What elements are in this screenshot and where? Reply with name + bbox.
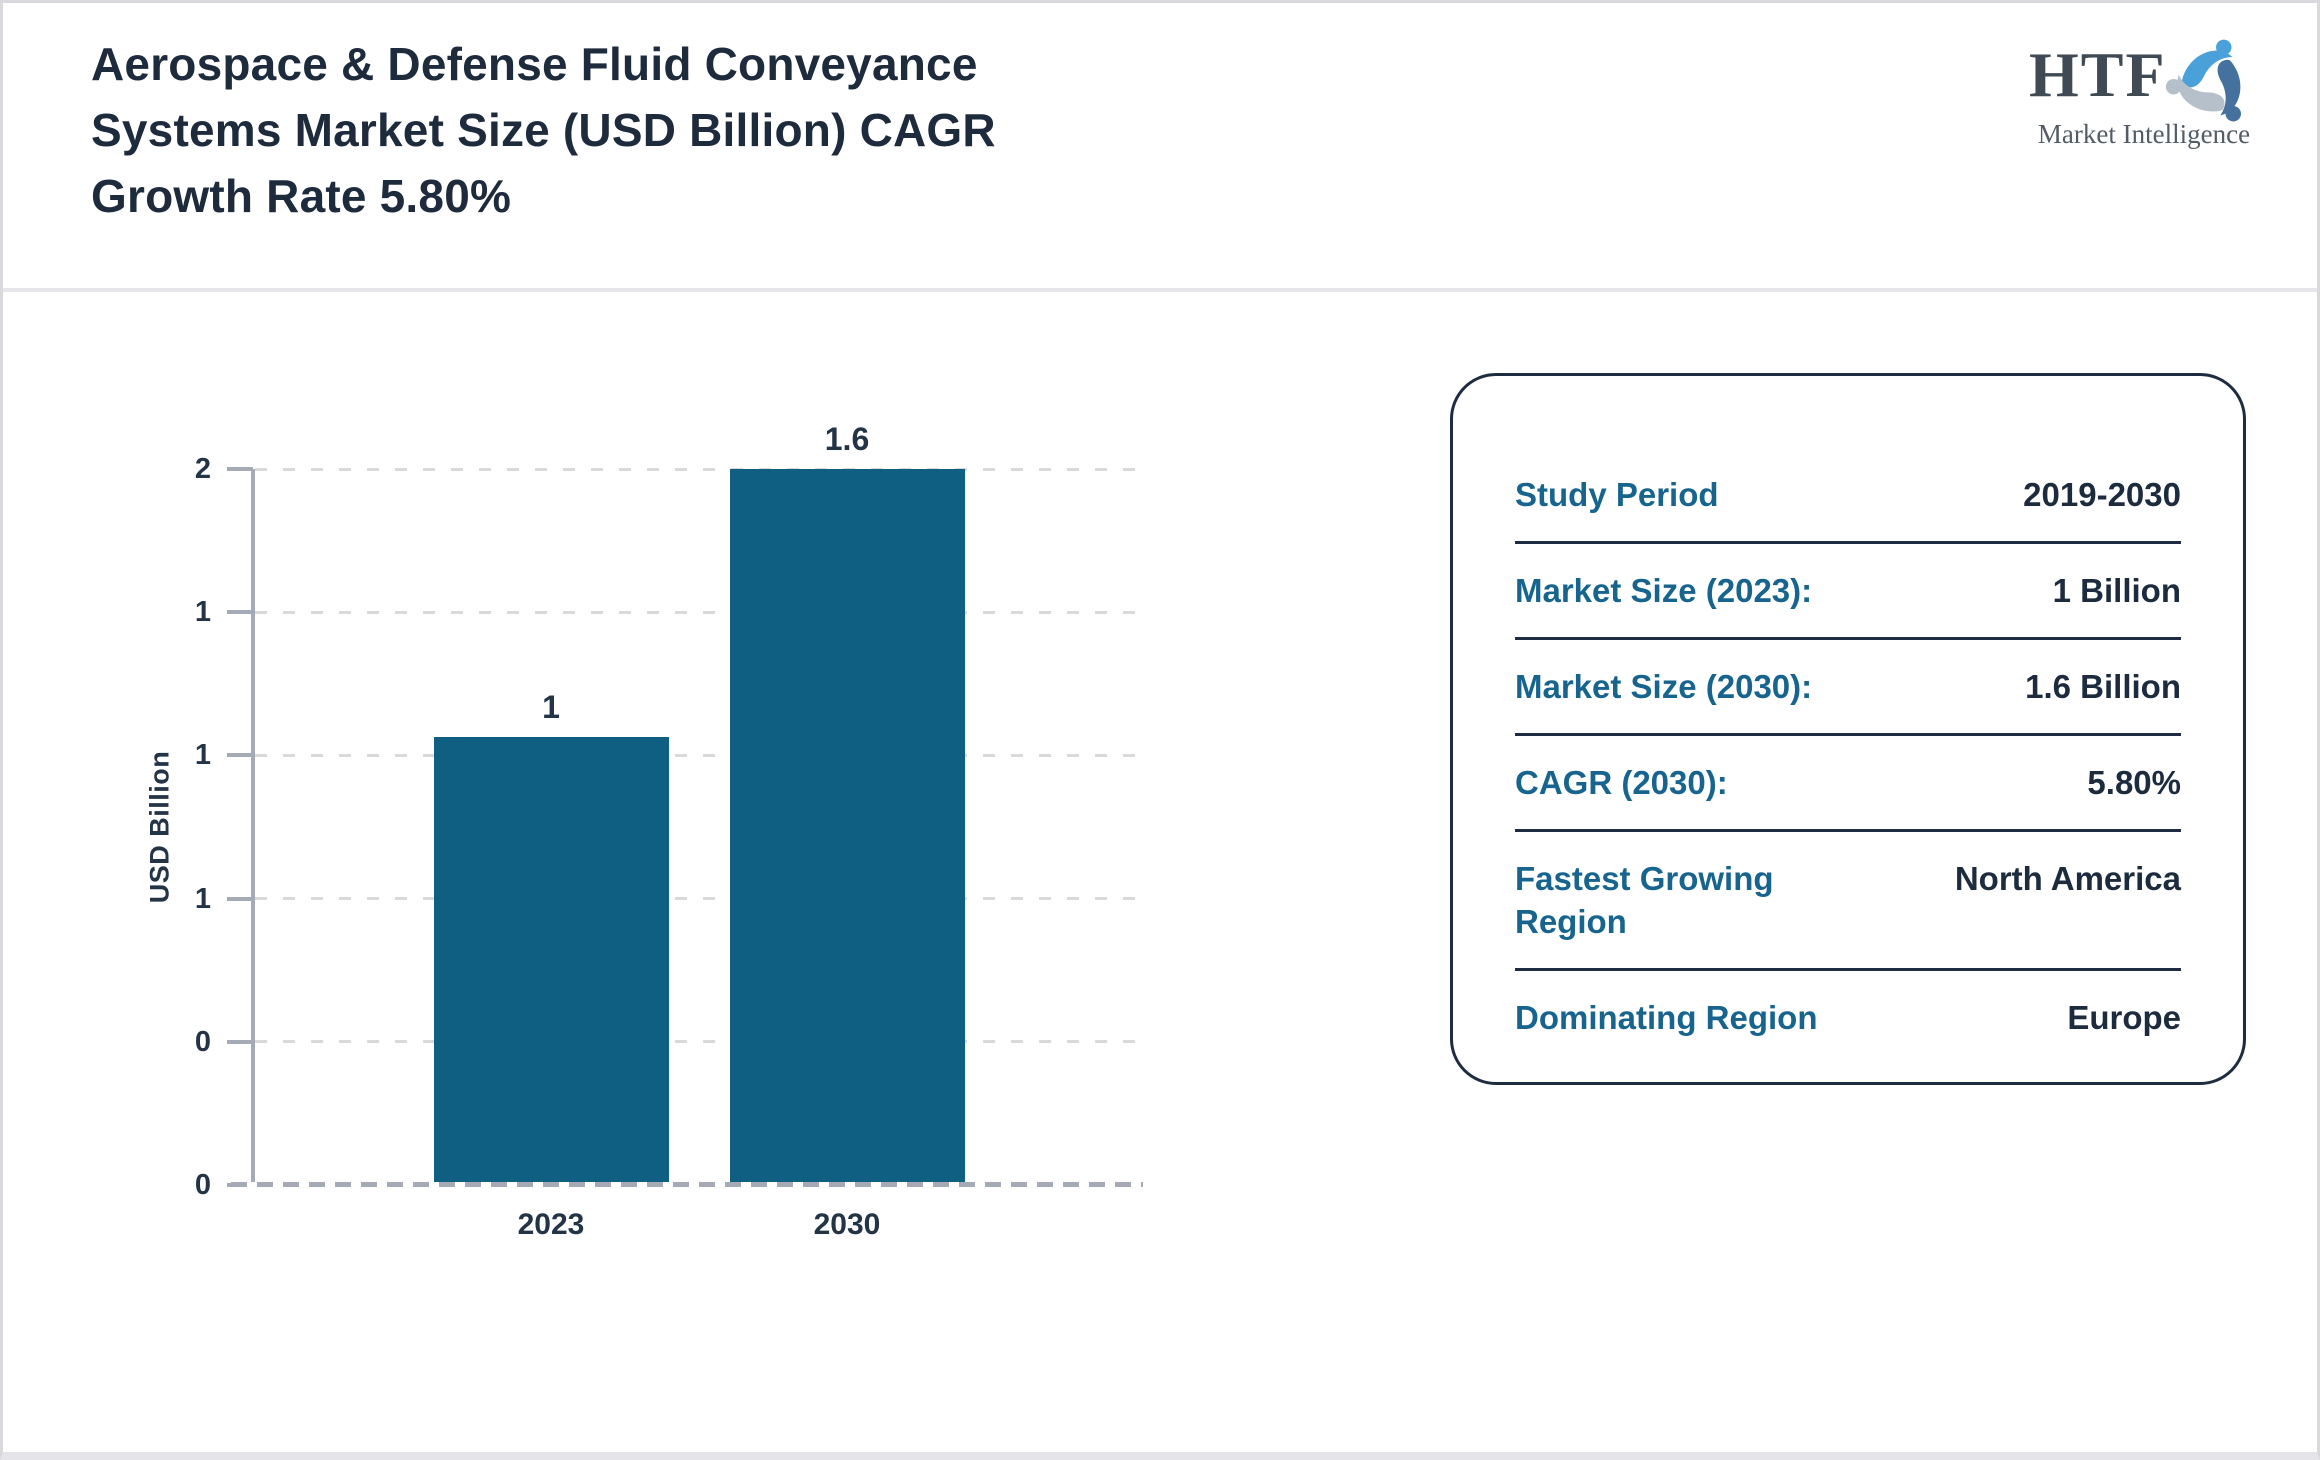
bar-2030	[730, 469, 965, 1185]
htf-logo-row: HTF	[2029, 33, 2259, 135]
y-axis-tick	[227, 753, 253, 758]
gridline	[255, 467, 1143, 471]
panel-row-market-size-2023: Market Size (2023): 1 Billion	[1515, 544, 2181, 640]
htf-logo-tagline: Market Intelligence	[2037, 119, 2251, 149]
bar-2023	[434, 737, 669, 1185]
panel-row-label: Dominating Region	[1515, 999, 1818, 1036]
htf-logo-text: HTF	[2029, 39, 2167, 110]
panel-row-value: 5.80%	[2087, 764, 2181, 801]
y-axis-tick-label: 0	[194, 1025, 211, 1058]
key-facts-panel: Study Period 2019-2030 Market Size (2023…	[1450, 373, 2246, 1085]
y-axis-tick-label: 0	[194, 1169, 211, 1201]
panel-row-value: 1.6 Billion	[2025, 668, 2181, 705]
panel-row-label: Fastest Growing Region	[1515, 860, 1774, 940]
gridline	[255, 610, 1143, 614]
panel-row-market-size-2030: Market Size (2030): 1.6 Billion	[1515, 640, 2181, 736]
gridline	[255, 897, 1143, 901]
panel-row-label: Study Period	[1515, 476, 1719, 513]
panel-row-value: 2019-2030	[2023, 476, 2181, 513]
panel-row-label: Market Size (2030):	[1515, 668, 1813, 705]
panel-row-study-period: Study Period 2019-2030	[1515, 448, 2181, 544]
panel-row-value: North America	[1954, 860, 2181, 897]
y-axis-tick-label: 1	[194, 596, 211, 629]
panel-row-label: CAGR (2030):	[1515, 764, 1728, 801]
gridline	[255, 753, 1143, 757]
bar-value-label: 1.6	[824, 421, 870, 457]
y-axis-tick	[227, 610, 253, 615]
panel-row-value: Europe	[2067, 999, 2181, 1036]
header-divider	[3, 288, 2317, 292]
y-axis-tick	[227, 467, 253, 471]
panel-row-fastest-growing-region: Fastest Growing Region North America	[1515, 832, 2181, 971]
panel-row-cagr: CAGR (2030): 5.80%	[1515, 736, 2181, 832]
x-axis-label: 2030	[813, 1208, 881, 1241]
panel-row-value: 1 Billion	[2052, 572, 2181, 609]
panel-row-label: Market Size (2023):	[1515, 572, 1813, 609]
chart-plot: USD Billion 0 0 1 1 1 2 1 2023 1.6 2030	[145, 421, 1143, 1241]
y-axis-tick-label: 1	[194, 739, 211, 772]
page-title-line-1: Aerospace & Defense Fluid Conveyance	[91, 38, 978, 90]
y-axis-tick-label: 1	[194, 882, 211, 915]
y-axis-tick	[227, 896, 253, 901]
page-title: Aerospace & Defense Fluid Conveyance Sys…	[91, 31, 996, 229]
x-axis-label: 2023	[517, 1208, 585, 1241]
htf-logo: HTF Market Intelligence	[2029, 33, 2259, 150]
page-title-line-2: Systems Market Size (USD Billion) CAGR	[91, 104, 996, 156]
bar-chart: USD Billion 0 0 1 1 1 2 1 2023 1.6 2030	[145, 421, 1143, 1241]
bar-value-label: 1	[542, 689, 560, 725]
gridline	[255, 1040, 1143, 1044]
y-axis-tick	[227, 1183, 253, 1187]
page-title-line-3: Growth Rate 5.80%	[91, 170, 512, 222]
y-axis-tick-label: 2	[194, 453, 211, 485]
panel-row-dominating-region: Dominating Region Europe	[1515, 971, 2181, 1064]
y-axis-tick	[227, 1039, 253, 1044]
